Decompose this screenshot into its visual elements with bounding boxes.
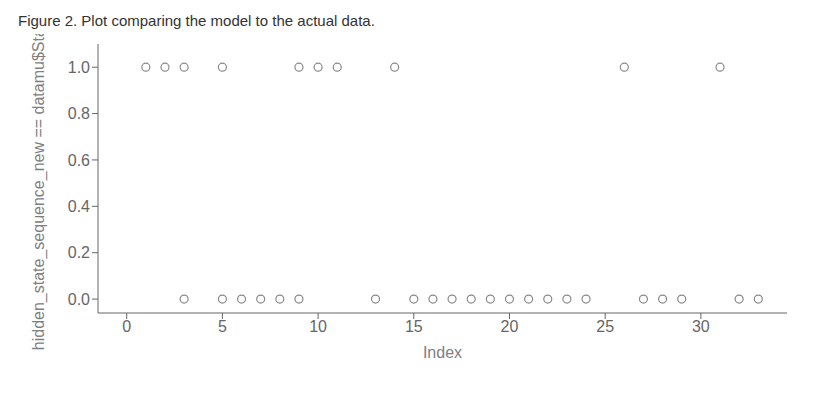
svg-text:0.4: 0.4	[68, 198, 90, 215]
svg-text:15: 15	[405, 318, 423, 335]
svg-text:0.8: 0.8	[68, 105, 90, 122]
svg-text:0.6: 0.6	[68, 152, 90, 169]
svg-text:0.0: 0.0	[68, 291, 90, 308]
html-text:Figure 2. Plot comparing the m: Figure 2. Plot comparing the model to th…	[18, 12, 375, 29]
svg-text:5: 5	[218, 318, 227, 335]
svg-text:hidden_state_sequence_new == d: hidden_state_sequence_new == datamu$Stat…	[30, 34, 48, 350]
svg-text:Index: Index	[423, 344, 462, 361]
svg-text:30: 30	[692, 318, 710, 335]
svg-text:0: 0	[122, 318, 131, 335]
svg-text:25: 25	[596, 318, 614, 335]
svg-text:1.0: 1.0	[68, 59, 90, 76]
svg-text:0.2: 0.2	[68, 244, 90, 261]
svg-text:10: 10	[309, 318, 327, 335]
svg-text:20: 20	[501, 318, 519, 335]
